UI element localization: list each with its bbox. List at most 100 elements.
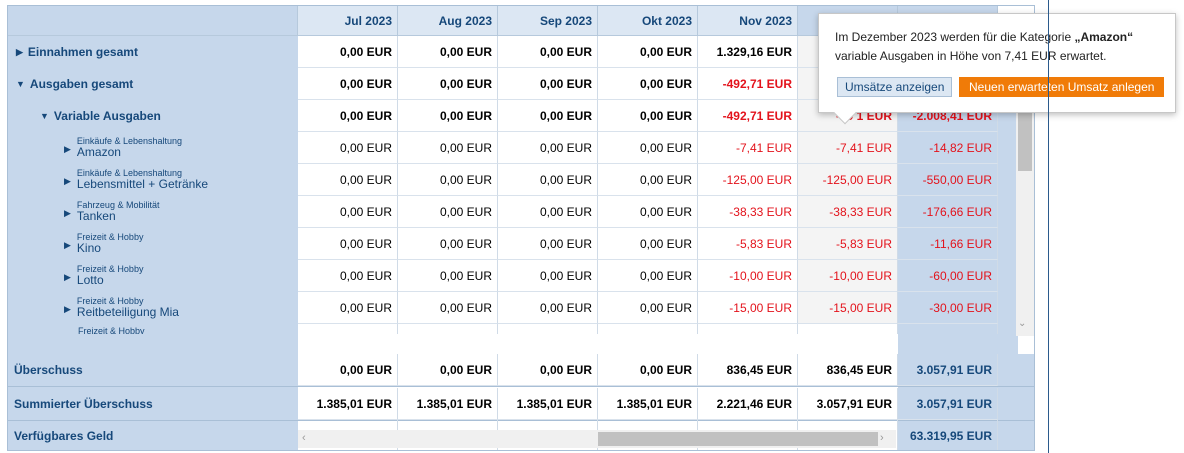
caret-right-icon[interactable]: ▶	[64, 144, 71, 154]
value-cell[interactable]: -11,66 EUR	[898, 228, 998, 260]
popup-text: Im Dezember 2023 werden für die Kategori…	[835, 28, 1159, 66]
value-cell[interactable]: -492,71 EUR	[698, 100, 798, 132]
value-cell[interactable]: 0,00 EUR	[398, 132, 498, 164]
row-label-variable-ausgaben[interactable]: ▼ Variable Ausgaben	[40, 100, 161, 132]
value-cell[interactable]: 0,00 EUR	[298, 292, 398, 324]
value-cell[interactable]: -60,00 EUR	[898, 260, 998, 292]
value-cell[interactable]: 0,00 EUR	[498, 36, 598, 68]
caret-right-icon[interactable]: ▶	[64, 272, 71, 282]
value-cell[interactable]: -7,41 EUR	[698, 132, 798, 164]
value-cell[interactable]: 0,00 EUR	[298, 36, 398, 68]
caret-right-icon[interactable]: ▶	[64, 304, 71, 314]
value-cell[interactable]: -492,71 EUR	[698, 68, 798, 100]
row-label-text: Einnahmen gesamt	[27, 45, 138, 59]
caret-right-icon[interactable]: ▶	[64, 240, 71, 250]
category-row-label[interactable]: ▶ Freizeit & Hobby Reitbeteiligung Mia	[64, 292, 179, 324]
value-cell[interactable]: -125,00 EUR	[698, 164, 798, 196]
category-label-stack: Freizeit & Hobby Lotto	[77, 260, 144, 287]
value-cell[interactable]: 0,00 EUR	[598, 164, 698, 196]
value-cell[interactable]: 0,00 EUR	[498, 260, 598, 292]
value-cell[interactable]: 0,00 EUR	[498, 164, 598, 196]
value-cell[interactable]: 0,00 EUR	[598, 132, 698, 164]
category-row-label[interactable]: ▶ Freizeit & Hobby Lotto	[64, 260, 143, 292]
value-cell[interactable]: 0,00 EUR	[598, 36, 698, 68]
value-cell[interactable]: -10,00 EUR	[698, 260, 798, 292]
value-cell[interactable]: 0,00 EUR	[598, 100, 698, 132]
value-cell[interactable]: 0,00 EUR	[598, 196, 698, 228]
category-row-label[interactable]: ▶ Einkäufe & Lebenshaltung Lebensmittel + …	[64, 164, 208, 196]
horizontal-scrollbar-thumb[interactable]	[598, 432, 878, 446]
value-cell[interactable]: -7,41 EUR	[798, 132, 898, 164]
value-cell[interactable]: -38,33 EUR	[698, 196, 798, 228]
value-cell[interactable]: 0,00 EUR	[498, 228, 598, 260]
caret-down-icon[interactable]: ▼	[16, 79, 25, 89]
value-cell[interactable]: 0,00 EUR	[398, 292, 498, 324]
value-cell[interactable]: 0,00 EUR	[398, 36, 498, 68]
value-cell[interactable]: 1.329,16 EUR	[698, 36, 798, 68]
summary-row-label: Summierter Überschuss	[14, 397, 153, 411]
scroll-down-icon[interactable]: ⌄	[1018, 318, 1027, 329]
value-cell[interactable]: -38,33 EUR	[798, 196, 898, 228]
value-cell[interactable]: 0,00 EUR	[598, 68, 698, 100]
caret-right-icon[interactable]: ▶	[64, 208, 71, 218]
value-cell[interactable]: -5,83 EUR	[698, 228, 798, 260]
caret-right-icon[interactable]: ▶	[64, 176, 71, 186]
forecast-popup: Im Dezember 2023 werden für die Kategori…	[818, 13, 1176, 125]
category-name: Kino	[76, 241, 101, 255]
column-header: Jul 2023	[298, 6, 398, 36]
value-cell[interactable]: 0,00 EUR	[498, 292, 598, 324]
category-label-stack: Einkäufe & Lebenshaltung Lebensmittel + G…	[77, 164, 208, 191]
category-row-label[interactable]: ▶ Einkäufe & Lebenshaltung Amazon	[64, 132, 182, 164]
value-cell[interactable]: 0,00 EUR	[298, 196, 398, 228]
value-cell[interactable]: 0,00 EUR	[498, 100, 598, 132]
value-cell[interactable]: -10,00 EUR	[798, 260, 898, 292]
summary-value-cell: 1.385,01 EUR	[398, 388, 498, 420]
grid-line	[397, 324, 398, 334]
value-cell[interactable]: -5,83 EUR	[798, 228, 898, 260]
value-cell[interactable]: -14,82 EUR	[898, 132, 998, 164]
grid-line	[497, 324, 498, 334]
grid-line	[797, 324, 798, 334]
value-cell[interactable]: 0,00 EUR	[298, 132, 398, 164]
value-cell[interactable]: 0,00 EUR	[498, 196, 598, 228]
row-label-ausgaben-gesamt[interactable]: ▼ Ausgaben gesamt	[16, 68, 133, 100]
scroll-left-icon[interactable]: ‹	[302, 432, 306, 444]
value-cell[interactable]: -176,66 EUR	[898, 196, 998, 228]
summary-value-cell: 0,00 EUR	[298, 354, 398, 386]
caret-down-icon[interactable]: ▼	[40, 111, 49, 121]
column-header: Aug 2023	[398, 6, 498, 36]
caret-right-icon[interactable]: ▶	[16, 46, 23, 57]
value-cell[interactable]: 0,00 EUR	[598, 292, 698, 324]
category-row-label[interactable]: ▶ Fahrzeug & Mobilität Tanken	[64, 196, 159, 228]
value-cell[interactable]: 0,00 EUR	[598, 260, 698, 292]
value-cell[interactable]: 0,00 EUR	[298, 100, 398, 132]
value-cell[interactable]: 0,00 EUR	[398, 260, 498, 292]
value-cell[interactable]: 0,00 EUR	[298, 164, 398, 196]
value-cell[interactable]: -30,00 EUR	[898, 292, 998, 324]
category-label-stack: Freizeit & Hobby Reitbeteiligung Mia	[77, 292, 179, 319]
category-row-label[interactable]: ▶ Freizeit & Hobby Kino	[64, 228, 143, 260]
value-cell[interactable]: 0,00 EUR	[398, 164, 498, 196]
value-cell[interactable]: 0,00 EUR	[398, 68, 498, 100]
value-cell[interactable]: 0,00 EUR	[498, 68, 598, 100]
summary-value-cell: 836,45 EUR	[698, 354, 798, 386]
row-label-einnahmen-gesamt[interactable]: ▶ Einnahmen gesamt	[16, 36, 138, 68]
value-cell[interactable]: -125,00 EUR	[798, 164, 898, 196]
value-cell[interactable]: 0,00 EUR	[398, 228, 498, 260]
show-transactions-button[interactable]: Umsätze anzeigen	[837, 77, 953, 97]
value-cell[interactable]: 0,00 EUR	[398, 100, 498, 132]
value-cell[interactable]: 0,00 EUR	[298, 228, 398, 260]
value-cell[interactable]: 0,00 EUR	[498, 132, 598, 164]
value-cell[interactable]: -15,00 EUR	[798, 292, 898, 324]
value-cell[interactable]: 0,00 EUR	[298, 68, 398, 100]
scroll-right-icon[interactable]: ›	[880, 432, 884, 444]
category-group: Freizeit & Hobby	[76, 232, 144, 242]
value-cell[interactable]: -15,00 EUR	[698, 292, 798, 324]
value-cell[interactable]: -550,00 EUR	[898, 164, 998, 196]
new-expected-transaction-button[interactable]: Neuen erwarteten Umsatz anlegen	[959, 77, 1165, 97]
column-header: Nov 2023	[698, 6, 798, 36]
summary-value-cell: 0,00 EUR	[398, 354, 498, 386]
value-cell[interactable]: 0,00 EUR	[398, 196, 498, 228]
value-cell[interactable]: 0,00 EUR	[598, 228, 698, 260]
value-cell[interactable]: 0,00 EUR	[298, 260, 398, 292]
